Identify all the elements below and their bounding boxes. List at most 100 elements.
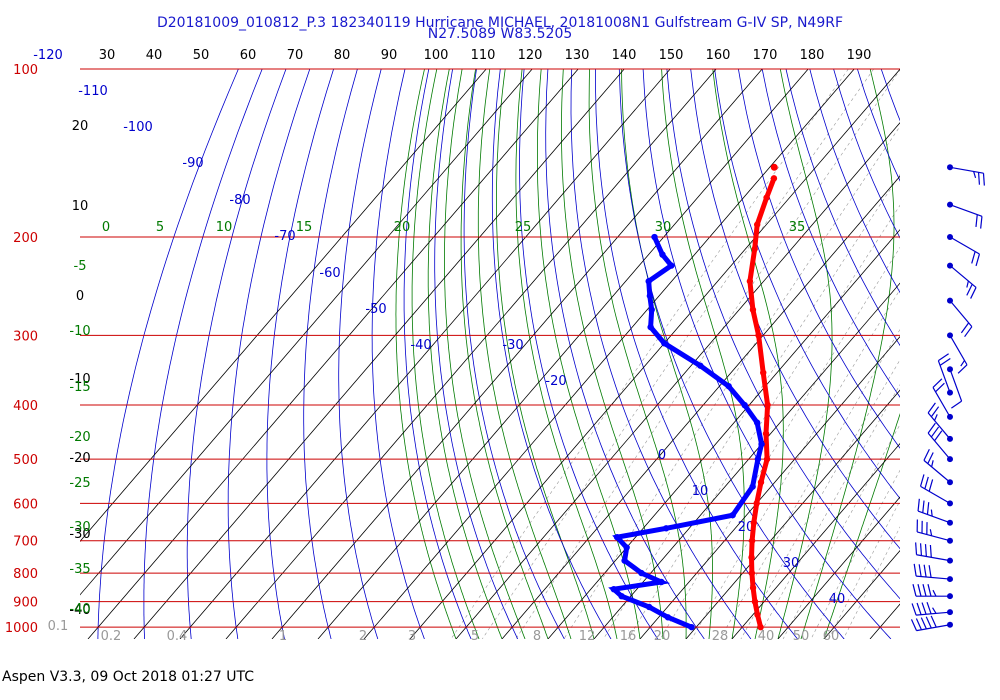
- moist-adiabat-label: -35: [69, 562, 90, 577]
- isotherm-line: [317, 69, 809, 639]
- dry-adiabat-line: [929, 69, 1000, 639]
- mixing-ratio-label: 28: [712, 629, 729, 644]
- isotherm-line: [823, 550, 900, 639]
- temperature-line: [747, 177, 777, 628]
- wind-barb-staff: [916, 611, 951, 616]
- mixing-ratio-line: [450, 69, 849, 639]
- wind-barb-flag: [960, 322, 970, 334]
- wind-barb-flag: [924, 544, 927, 557]
- isotherm-line: [225, 69, 717, 639]
- wind-barb-flag: [927, 422, 936, 434]
- isobar-label: 300: [13, 329, 38, 344]
- isobar-label: 200: [13, 231, 38, 246]
- wind-barb-flag: [930, 406, 940, 418]
- isotherm-line: [869, 603, 900, 639]
- mixing-ratio-label: 2: [359, 629, 367, 644]
- wind-barb-flag: [926, 502, 930, 515]
- plot-area: [80, 69, 1000, 639]
- dry-adiabat-line: [97, 69, 239, 639]
- wind-barb-flag: [960, 360, 966, 367]
- dry-adiabat-label: -90: [182, 156, 203, 171]
- dry-adiabat-label: -80: [229, 193, 250, 208]
- moist-adiabat-line: [823, 412, 900, 639]
- moist-adiabat-label: 35: [789, 220, 806, 235]
- dry-adiabat-line: [303, 69, 358, 639]
- wind-barb-flag: [927, 452, 934, 464]
- top-scale-label: 130: [565, 48, 590, 63]
- top-scale-label: 100: [424, 48, 449, 63]
- wind-barb: [937, 353, 953, 396]
- wind-barb-staff: [917, 510, 951, 524]
- dry-adiabat-label: 0: [658, 448, 666, 463]
- temperature-isolated-point: [770, 163, 778, 171]
- wind-barb: [947, 366, 963, 409]
- top-scale-label: 120: [518, 48, 543, 63]
- dry-adiabat-line: [266, 69, 334, 639]
- dry-adiabat-line: [186, 69, 287, 639]
- mixing-ratio-line: [515, 69, 900, 639]
- isotherm-label: 20: [72, 119, 89, 134]
- wind-barb-staff: [916, 575, 951, 580]
- wind-barb: [947, 164, 985, 186]
- moist-adiabat-line: [411, 69, 480, 639]
- dry-adiabat-line: [738, 69, 900, 449]
- wind-barb-flag: [931, 460, 934, 467]
- moist-adiabat-line: [427, 69, 503, 639]
- dry-adiabat-line: [880, 69, 900, 122]
- mixing-ratio-label: 40: [758, 629, 775, 644]
- wind-barb-flag: [917, 498, 920, 512]
- moist-adiabat-line: [444, 69, 526, 639]
- dry-adiabat-label: -100: [123, 120, 153, 135]
- chart-title: D20181009_010812_P.3 182340119 Hurricane…: [156, 15, 844, 31]
- wind-barb-flag: [929, 544, 932, 558]
- mixing-ratio-line: [691, 289, 900, 639]
- isotherm-line: [916, 69, 1000, 639]
- isotherm-label: -30: [69, 527, 90, 542]
- wind-barb-flag: [935, 382, 945, 393]
- isotherm-line: [593, 282, 900, 639]
- wind-barb: [947, 234, 981, 267]
- dry-adiabat-label: -70: [274, 229, 295, 244]
- moist-adiabat-line: [777, 69, 833, 639]
- mixing-ratio-line: [828, 500, 900, 639]
- wind-barb-staff: [949, 335, 968, 366]
- isotherm-line: [639, 336, 900, 639]
- isobar-label: 600: [13, 497, 38, 512]
- isobar-label: 400: [13, 399, 38, 414]
- isotherm-line: [409, 69, 900, 639]
- wind-barb: [947, 332, 968, 374]
- mixing-ratio-label: 20: [654, 629, 671, 644]
- wind-barb-staff: [917, 531, 951, 542]
- wind-barb-staff: [920, 485, 951, 504]
- wind-barb-flag: [910, 619, 918, 631]
- dry-adiabat-label: -30: [502, 338, 523, 353]
- dry-adiabat-label: -40: [410, 338, 431, 353]
- mixing-ratio-line: [782, 423, 900, 639]
- dry-adiabat-line: [690, 69, 900, 550]
- wind-barb: [917, 498, 953, 526]
- moist-adiabat-label: -20: [69, 430, 90, 445]
- wind-barb: [916, 519, 953, 544]
- wind-barb-flag: [975, 253, 981, 267]
- wind-barb-flag: [926, 601, 932, 615]
- dewpoint-line: [608, 235, 765, 630]
- moist-adiabat-label: 15: [296, 220, 313, 235]
- moist-adiabat-label: 30: [655, 220, 672, 235]
- dry-adiabat-line: [666, 69, 900, 600]
- wind-barb: [927, 402, 953, 442]
- moist-adiabat-label: 0: [102, 220, 110, 235]
- moist-adiabat-line: [561, 69, 664, 639]
- dry-adiabat-label: 30: [783, 556, 800, 571]
- wind-barb-flag: [934, 430, 943, 442]
- moist-adiabat-label: -25: [69, 476, 90, 491]
- dry-adiabat-line: [857, 69, 900, 182]
- dry-adiabat-line: [491, 69, 612, 639]
- top-scale-label: 50: [193, 48, 210, 63]
- top-scale-label: 60: [240, 48, 257, 63]
- wind-barb-flag: [928, 479, 934, 492]
- wind-barb-flag: [915, 618, 922, 631]
- isotherm-line: [547, 229, 900, 639]
- wind-barb-flag: [916, 602, 922, 615]
- top-scale-label: 190: [847, 48, 872, 63]
- dry-adiabat-line: [953, 69, 1000, 639]
